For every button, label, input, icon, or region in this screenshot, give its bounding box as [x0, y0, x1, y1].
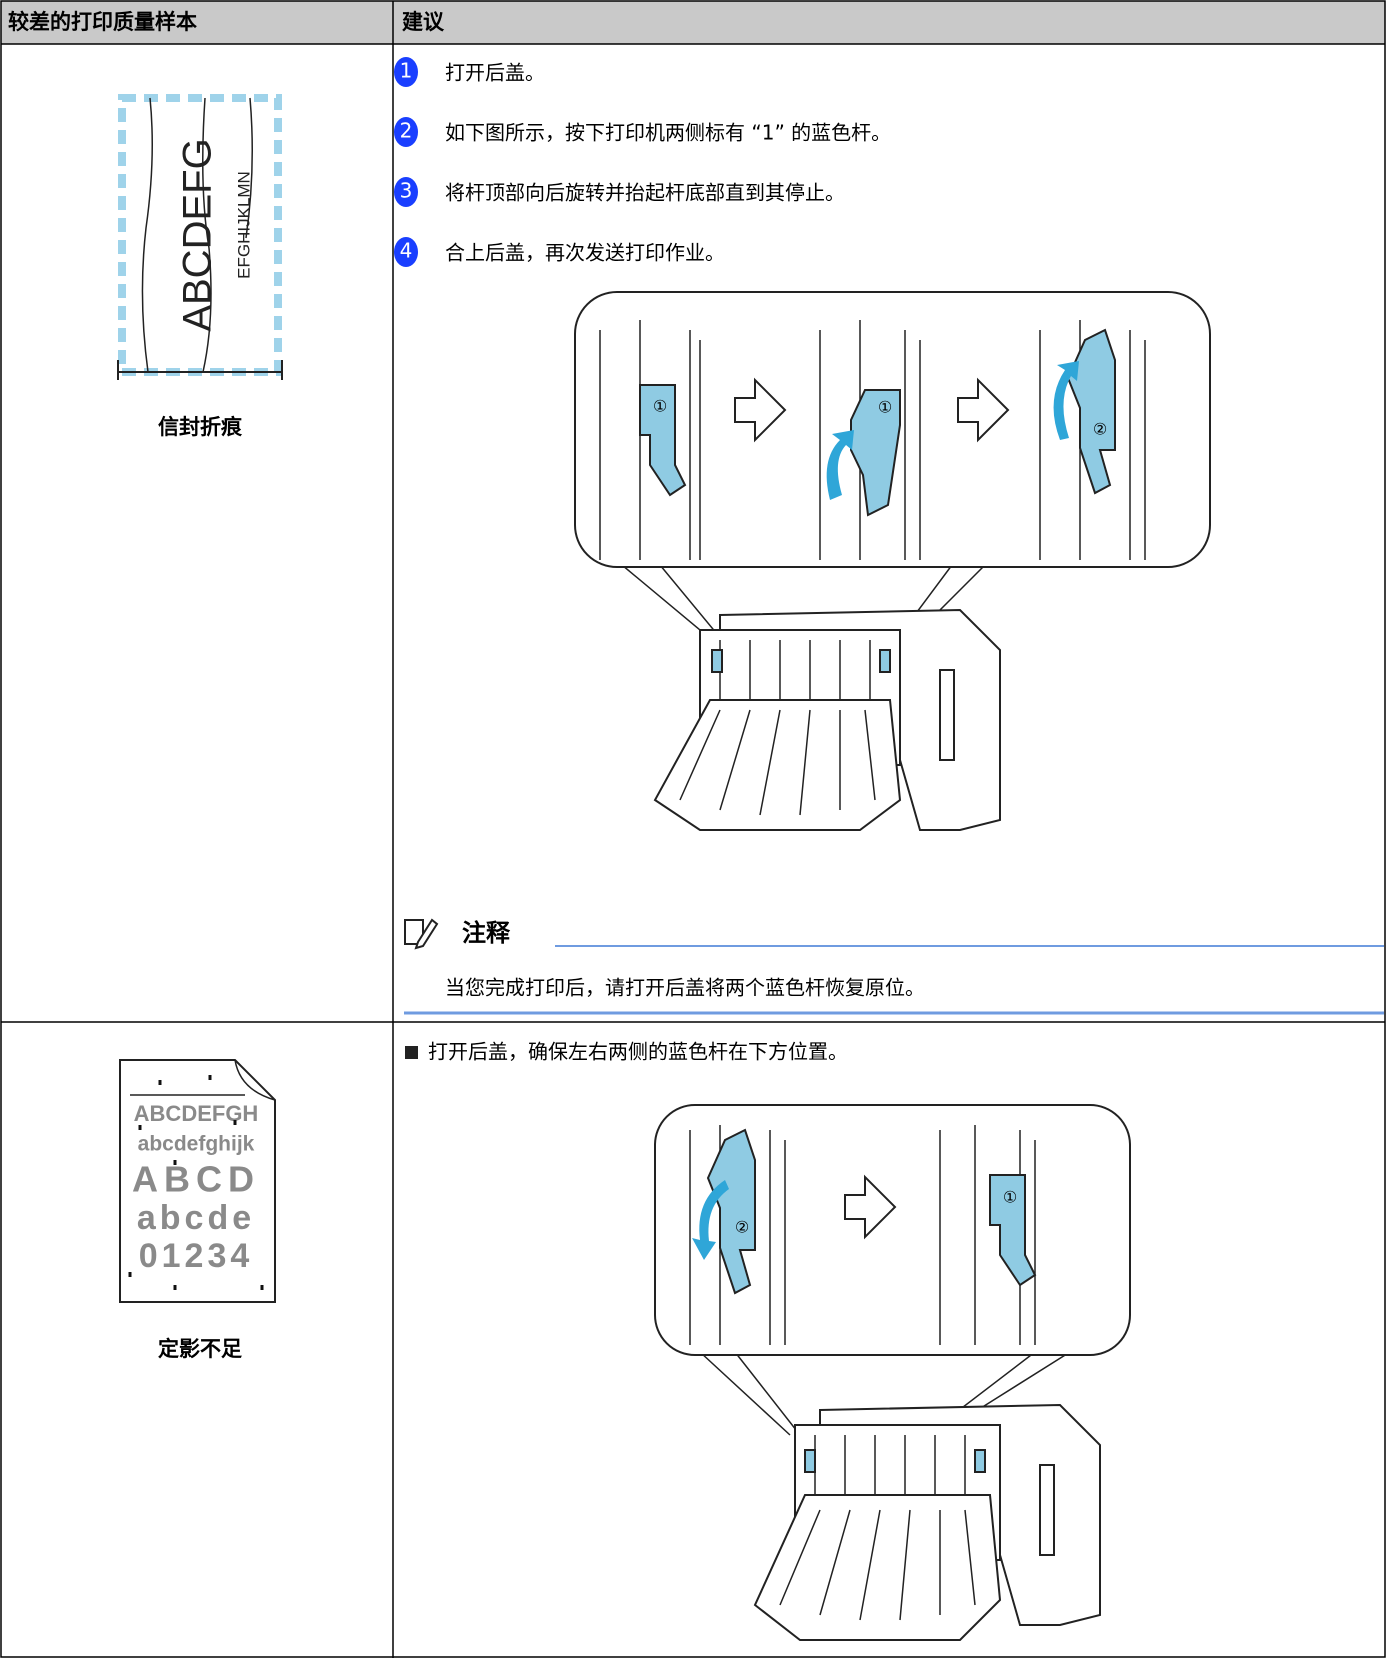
sample-label: 定影不足 [158, 1337, 242, 1361]
envelope-sample: ABCDEFG EFGHIJKLMN [117, 94, 283, 380]
lever-mark: ② [1093, 420, 1107, 439]
rear-cover [653, 699, 902, 831]
step-arrow [844, 1174, 897, 1240]
header-cell: 较差的打印质量样本 [8, 10, 197, 34]
note: 注释 当您完成打印后，请打开后盖将两个蓝色杆恢复原位。 [404, 918, 1384, 1015]
header-cell: 建议 [402, 10, 445, 34]
motion-arrow [692, 1180, 729, 1260]
sample-text: abcdefghijk [138, 1133, 255, 1156]
step-badge [394, 237, 418, 267]
figure-lever-position: ② ① [654, 1104, 1131, 1641]
step-number: 2 [400, 119, 413, 143]
step-text: 将杆顶部向后旋转并抬起杆底部直到其停止。 [445, 181, 845, 205]
bullet-text: 打开后盖，确保左右两侧的蓝色杆在下方位置。 [428, 1040, 848, 1064]
step-number: 4 [400, 239, 413, 263]
sample-text: ABCDEFGH [134, 1101, 259, 1126]
step-arrow [734, 377, 787, 443]
port [1039, 1464, 1055, 1556]
spots [128, 1075, 264, 1290]
sample-text: 01234 [139, 1237, 254, 1275]
figure-release-levers: ① ① ② [574, 291, 1211, 831]
note-text: 当您完成打印后，请打开后盖将两个蓝色杆恢复原位。 [445, 976, 925, 1000]
lever-mark: ① [1003, 1188, 1017, 1207]
paper-fold [234, 1059, 276, 1101]
crease [141, 97, 253, 373]
lever [879, 649, 891, 673]
sample-text: ABCD [132, 1159, 260, 1200]
motion-arrow [1053, 361, 1079, 440]
callout-line [699, 1351, 1071, 1441]
note-icon [414, 918, 439, 950]
lever-mark: ① [878, 398, 892, 417]
step-badge [394, 177, 418, 207]
lever [639, 384, 687, 497]
step-text: 如下图所示，按下打印机两侧标有 “1” 的蓝色杆。 [445, 121, 891, 145]
header-bg [1, 1, 1385, 44]
lever [989, 1174, 1037, 1287]
motion-arrow [826, 430, 854, 500]
step-arrow [957, 377, 1010, 443]
sample-text: EFGHIJKLMN [234, 171, 253, 279]
step-number: 1 [400, 59, 413, 83]
bullet [405, 1046, 418, 1059]
steps: 1 打开后盖。 2 如下图所示，按下打印机两侧标有 “1” 的蓝色杆。 3 将杆… [394, 57, 891, 267]
port [939, 669, 955, 761]
callout-line [621, 564, 986, 656]
step-text: 合上后盖，再次发送打印作业。 [445, 241, 725, 265]
sample-label: 信封折痕 [158, 415, 243, 439]
lever [850, 389, 901, 517]
step-badge [394, 117, 418, 147]
step-text: 打开后盖。 [445, 61, 545, 85]
note-icon [404, 919, 424, 945]
lever [1066, 328, 1116, 495]
note-title: 注释 [462, 919, 511, 947]
step-number: 3 [400, 179, 413, 203]
lever-mark: ② [735, 1218, 749, 1237]
callout-box [654, 1104, 1131, 1356]
lever [804, 1449, 816, 1473]
lever [974, 1449, 986, 1473]
step-badge [394, 57, 418, 87]
sample-text: abcde [137, 1199, 255, 1237]
lever-mark: ① [653, 397, 667, 416]
sample-text: ABCDEFG [176, 138, 220, 331]
lever [711, 649, 723, 673]
rear-cover [753, 1494, 1002, 1641]
fixing-sample: ABCDEFGH abcdefghijk ABCD abcde 01234 [119, 1059, 276, 1303]
